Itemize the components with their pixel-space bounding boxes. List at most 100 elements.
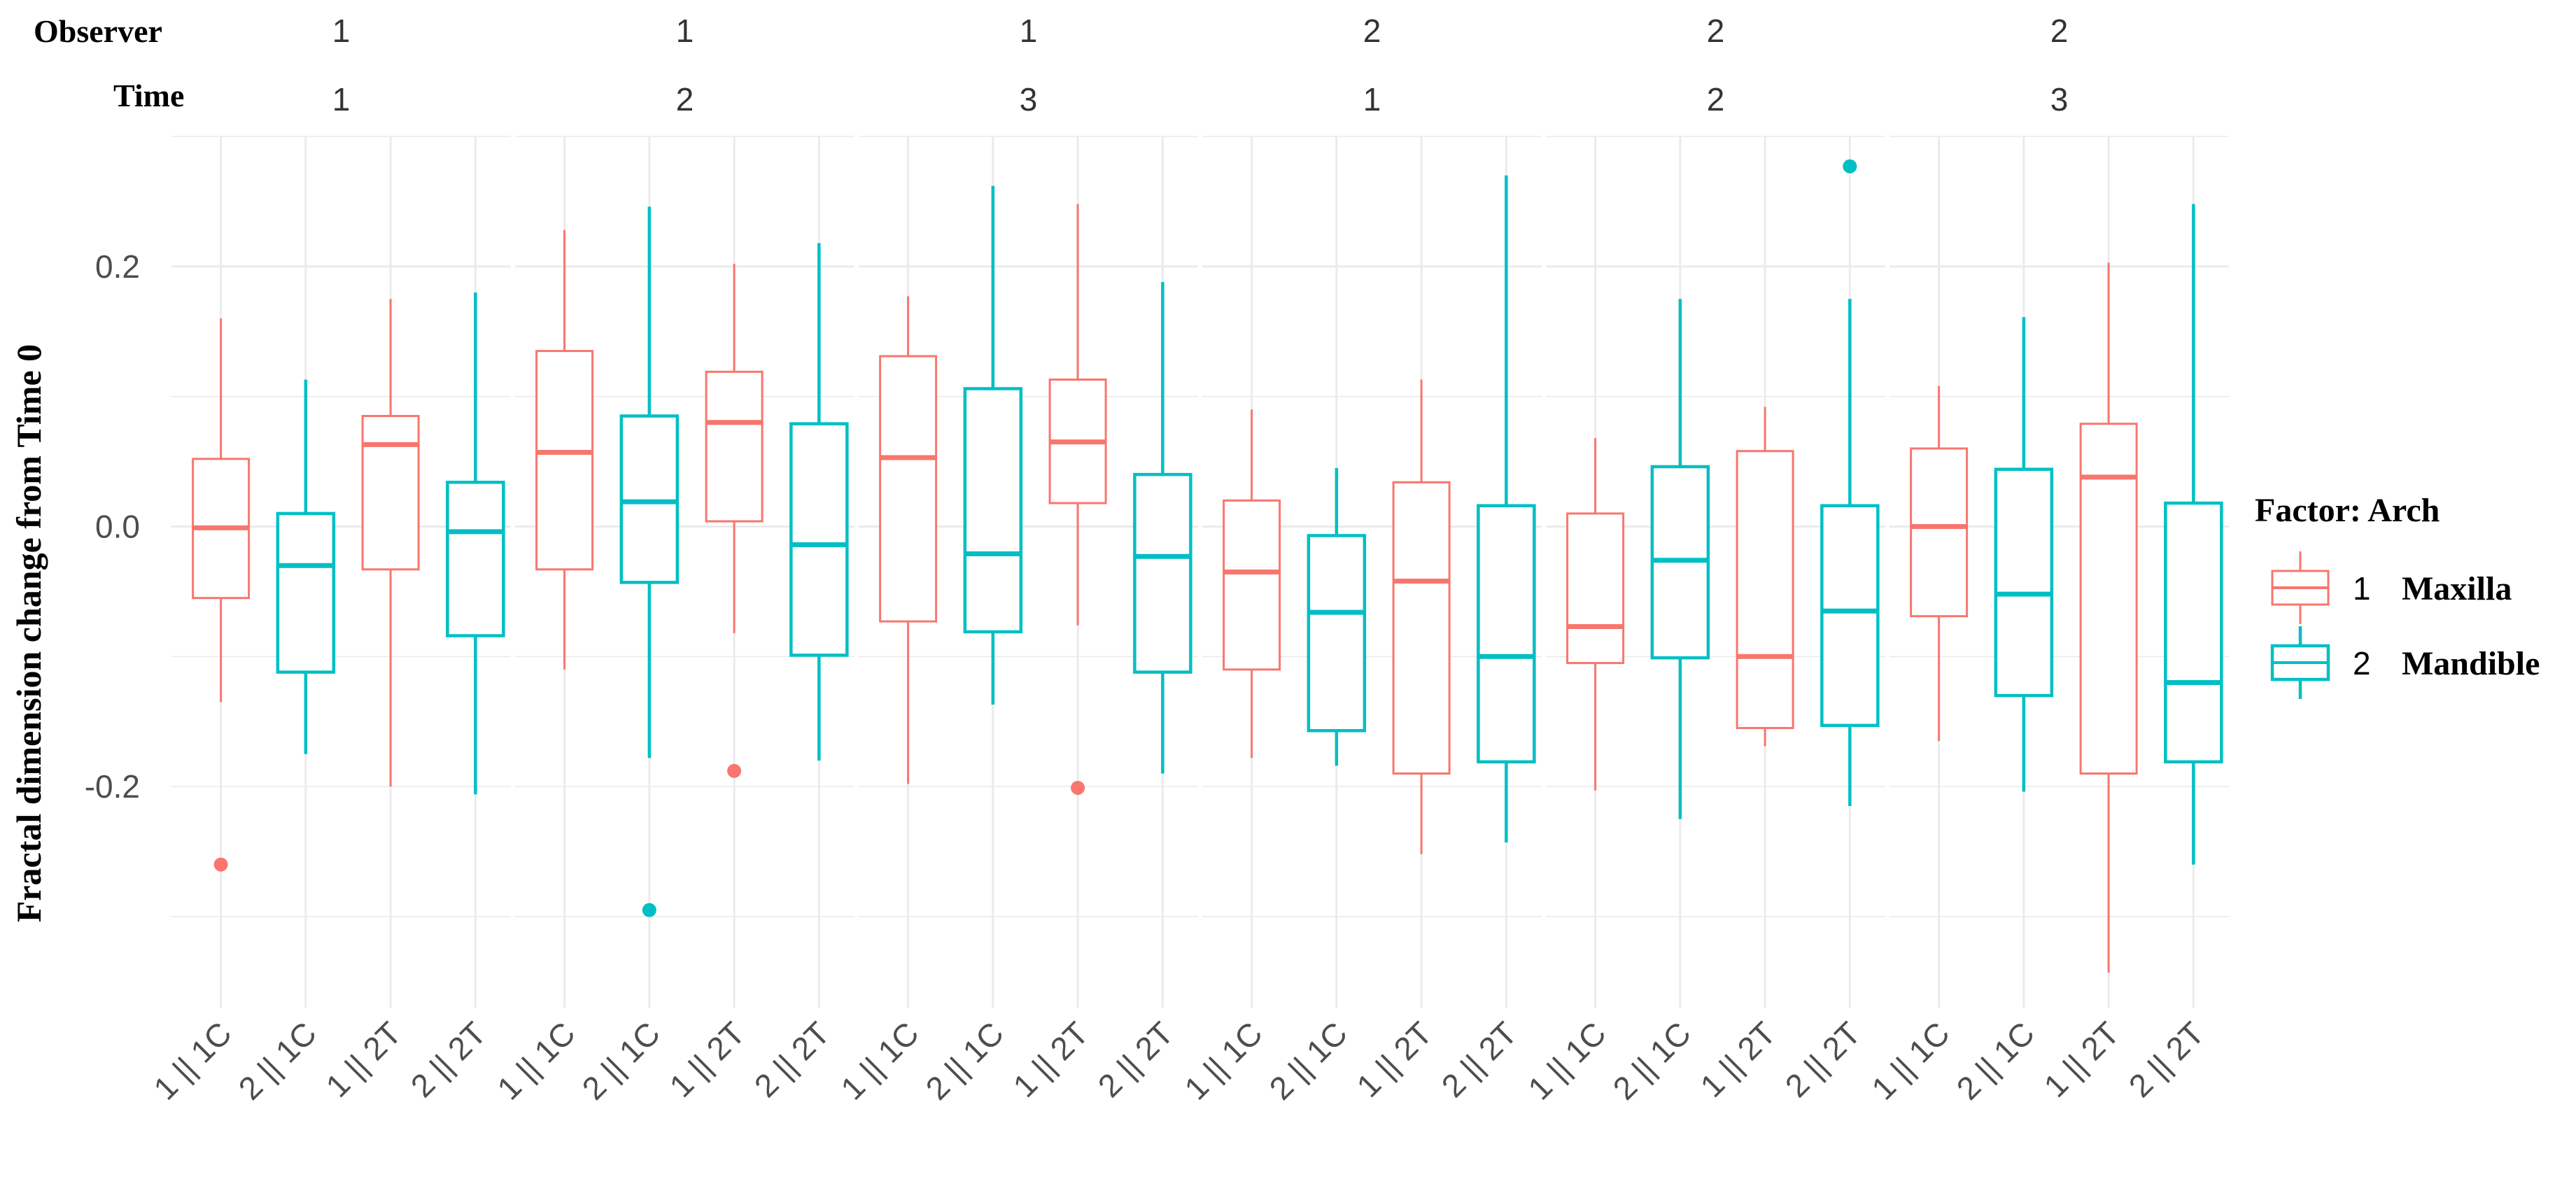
box-iqr <box>1223 499 1281 671</box>
box-1-4 <box>446 292 505 795</box>
facet-observer-label: 2 <box>1707 13 1725 49</box>
legend-entry-1: 1 Maxilla <box>2271 551 2512 624</box>
box-6-1 <box>1910 386 1969 742</box>
y-tick-label: 0.2 <box>95 248 140 285</box>
box-iqr <box>705 370 763 523</box>
x-tick-label: 2 || 1C <box>919 1015 1011 1106</box>
x-tick-label: 1 || 1C <box>490 1015 582 1106</box>
legend: Factor: Arch 1 Maxilla 2 Mandible <box>2255 492 2540 699</box>
box-3-2 <box>963 185 1023 705</box>
x-tick-label: 1 || 2T <box>1006 1015 1095 1104</box>
facet-time-label: 2 <box>1707 81 1725 118</box>
box-iqr <box>963 387 1023 634</box>
x-tick-label: 2 || 1C <box>1950 1015 2041 1106</box>
x-tick-label: 1 || 1C <box>146 1015 238 1106</box>
facet-time-label: 1 <box>332 81 351 118</box>
x-tick-label: 2 || 1C <box>232 1015 323 1106</box>
box-3-1 <box>879 296 938 784</box>
box-1-1 <box>192 318 251 872</box>
outlier-point <box>727 763 742 778</box>
facet-observer-label: 1 <box>676 13 694 49</box>
box-iqr <box>1392 481 1451 775</box>
legend-label: Maxilla <box>2402 570 2512 607</box>
x-tick-label: 2 || 1C <box>575 1015 667 1106</box>
facet-time-label: 2 <box>676 81 694 118</box>
outlier-point <box>213 857 228 872</box>
facet-time-label: 3 <box>2050 81 2069 118</box>
legend-title: Factor: Arch <box>2255 492 2440 529</box>
text-layer: Observer Time Fractal dimension change f… <box>9 13 2211 1107</box>
x-tick-label: 1 || 1C <box>1864 1015 1956 1106</box>
x-tick-label: 2 || 2T <box>404 1015 493 1104</box>
legend-label: Mandible <box>2402 645 2540 682</box>
box-5-1 <box>1566 438 1625 791</box>
facet-time-label: 3 <box>1020 81 1038 118</box>
box-iqr <box>1477 504 1536 764</box>
x-tick-label: 2 || 2T <box>1778 1015 1868 1104</box>
box-iqr <box>1133 472 1192 674</box>
box-iqr <box>276 511 336 674</box>
box-3-3 <box>1048 204 1107 795</box>
box-iqr <box>2164 501 2223 764</box>
box-iqr <box>446 481 505 637</box>
box-iqr <box>2079 423 2138 775</box>
facet-observer-label: 1 <box>1020 13 1038 49</box>
box-iqr <box>1307 534 1367 733</box>
box-iqr <box>1910 447 1969 618</box>
x-tick-label: 2 || 2T <box>1091 1015 1181 1104</box>
box-5-4 <box>1820 159 1880 806</box>
box-iqr <box>361 415 420 571</box>
box-6-3 <box>2079 262 2138 973</box>
box-1-2 <box>276 379 336 754</box>
box-iqr <box>789 422 849 657</box>
facet-observer-label: 2 <box>1363 13 1381 49</box>
x-tick-label: 2 || 1C <box>1606 1015 1698 1106</box>
box-iqr <box>619 414 680 584</box>
box-4-2 <box>1307 467 1367 766</box>
y-axis-label: Fractal dimension change from Time 0 <box>9 344 48 922</box>
x-tick-label: 1 || 1C <box>833 1015 925 1106</box>
y-tick-label: -0.2 <box>85 768 140 805</box>
observer-header: Observer <box>34 13 162 49</box>
box-6-4 <box>2164 204 2223 865</box>
x-tick-label: 1 || 1C <box>1521 1015 1612 1106</box>
outlier-point <box>642 903 656 917</box>
x-tick-label: 1 || 2T <box>318 1015 408 1104</box>
x-tick-label: 1 || 2T <box>662 1015 752 1104</box>
box-iqr <box>1820 504 1880 728</box>
box-6-2 <box>1994 317 2054 792</box>
facet-observer-label: 2 <box>2050 13 2069 49</box>
facet-observer-label: 1 <box>332 13 351 49</box>
outlier-point <box>1071 780 1085 795</box>
box-2-4 <box>789 243 849 761</box>
box-2-1 <box>535 230 594 670</box>
box-iqr <box>1736 450 1794 729</box>
box-5-3 <box>1736 407 1794 747</box>
box-iqr <box>1994 467 2054 698</box>
x-tick-label: 2 || 2T <box>2122 1015 2211 1104</box>
x-tick-label: 2 || 2T <box>747 1015 837 1104</box>
box-4-3 <box>1392 379 1451 854</box>
x-tick-label: 2 || 1C <box>1262 1015 1354 1106</box>
x-tick-label: 1 || 2T <box>2036 1015 2126 1104</box>
box-iqr <box>1566 512 1625 665</box>
x-tick-label: 1 || 2T <box>1349 1015 1439 1104</box>
x-tick-label: 2 || 2T <box>1435 1015 1524 1104</box>
box-layer <box>192 159 2223 973</box>
box-3-4 <box>1133 282 1192 774</box>
x-tick-label: 1 || 1C <box>1177 1015 1269 1106</box>
outlier-point <box>1843 159 1857 174</box>
box-2-3 <box>705 264 763 778</box>
x-tick-label: 1 || 2T <box>1693 1015 1782 1104</box>
facet-time-label: 1 <box>1363 81 1381 118</box>
legend-entry-2: 2 Mandible <box>2270 626 2540 699</box>
box-iqr <box>535 350 594 571</box>
box-2-2 <box>619 206 680 917</box>
box-1-3 <box>361 299 420 787</box>
time-header: Time <box>113 78 184 113</box>
box-4-1 <box>1223 409 1281 758</box>
legend-number: 1 <box>2353 570 2371 607</box>
box-4-4 <box>1477 175 1536 843</box>
box-5-2 <box>1650 299 1710 819</box>
